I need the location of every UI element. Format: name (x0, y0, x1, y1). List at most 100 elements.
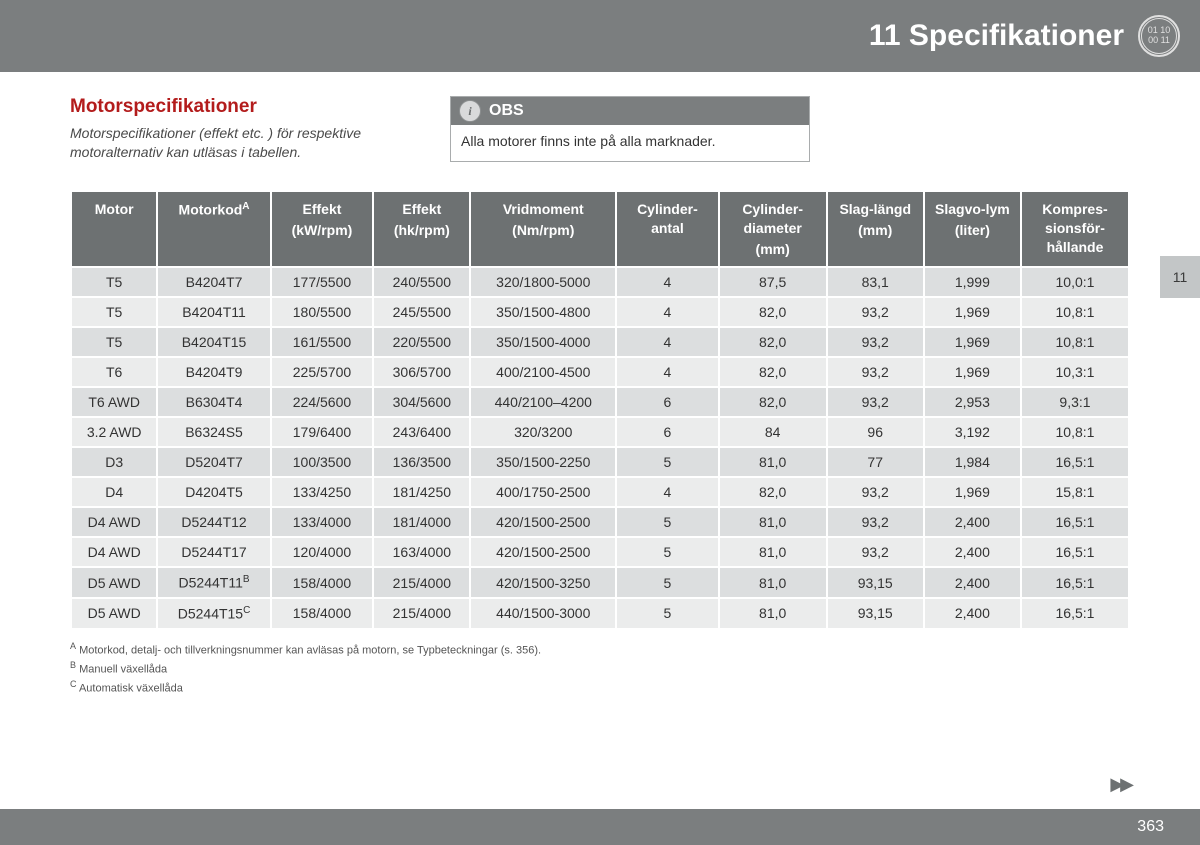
table-cell: 81,0 (719, 507, 827, 537)
table-row: T5B4204T15161/5500220/5500350/1500-40004… (71, 327, 1129, 357)
table-cell: D5 AWD (71, 567, 157, 598)
table-header-cell: Effekt(kW/rpm) (271, 191, 374, 268)
table-cell: B4204T9 (157, 357, 270, 387)
table-cell: D5204T7 (157, 447, 270, 477)
table-cell: 3,192 (924, 417, 1021, 447)
table-cell: 6 (616, 417, 719, 447)
table-cell: 1,969 (924, 297, 1021, 327)
table-cell: 161/5500 (271, 327, 374, 357)
table-cell: 179/6400 (271, 417, 374, 447)
table-cell: 5 (616, 567, 719, 598)
table-cell: 163/4000 (373, 537, 470, 567)
table-cell: 82,0 (719, 357, 827, 387)
table-cell: 2,400 (924, 567, 1021, 598)
table-cell: 81,0 (719, 567, 827, 598)
table-cell: 10,8:1 (1021, 297, 1129, 327)
side-tab: 11 (1160, 256, 1200, 298)
table-cell: 180/5500 (271, 297, 374, 327)
table-cell: 6 (616, 387, 719, 417)
table-row: T5B4204T7177/5500240/5500320/1800-500048… (71, 267, 1129, 297)
table-cell: 16,5:1 (1021, 567, 1129, 598)
obs-box: i OBS Alla motorer finns inte på alla ma… (450, 96, 810, 162)
table-cell: 16,5:1 (1021, 537, 1129, 567)
table-cell: 93,2 (827, 387, 924, 417)
chapter-header: 11 Specifikationer 01 10 00 11 (0, 0, 1200, 72)
table-cell: 158/4000 (271, 567, 374, 598)
table-cell: 82,0 (719, 327, 827, 357)
table-cell: 136/3500 (373, 447, 470, 477)
table-cell: 77 (827, 447, 924, 477)
table-cell: 181/4000 (373, 507, 470, 537)
table-cell: 1,969 (924, 357, 1021, 387)
table-cell: 93,2 (827, 477, 924, 507)
spec-table: MotorMotorkodAEffekt(kW/rpm)Effekt(hk/rp… (70, 190, 1130, 630)
footnote: C Automatisk växellåda (70, 678, 1130, 697)
spec-table-body: T5B4204T7177/5500240/5500320/1800-500048… (71, 267, 1129, 628)
table-row: D4 AWDD5244T17120/4000163/4000420/1500-2… (71, 537, 1129, 567)
table-cell: 2,400 (924, 507, 1021, 537)
obs-body: Alla motorer finns inte på alla marknade… (451, 125, 809, 157)
chapter-number: 11 (869, 19, 901, 52)
table-cell: 5 (616, 447, 719, 477)
table-cell: 93,15 (827, 567, 924, 598)
table-cell: 306/5700 (373, 357, 470, 387)
table-cell: D5244T12 (157, 507, 270, 537)
table-cell: 320/1800-5000 (470, 267, 616, 297)
table-cell: D4 AWD (71, 537, 157, 567)
chapter-title: 11 Specifikationer (869, 19, 1124, 53)
table-row: T6B4204T9225/5700306/5700400/2100-450048… (71, 357, 1129, 387)
table-cell: 87,5 (719, 267, 827, 297)
table-cell: 81,0 (719, 598, 827, 629)
table-cell: 4 (616, 297, 719, 327)
heading-block: Motorspecifikationer Motorspecifikatione… (70, 96, 410, 162)
table-cell: 133/4000 (271, 507, 374, 537)
table-cell: 1,999 (924, 267, 1021, 297)
section-description: Motorspecifikationer (effekt etc. ) för … (70, 124, 410, 162)
table-cell: B6324S5 (157, 417, 270, 447)
footnote: B Manuell växellåda (70, 659, 1130, 678)
table-cell: 215/4000 (373, 567, 470, 598)
table-row: D3D5204T7100/3500136/3500350/1500-225058… (71, 447, 1129, 477)
table-cell: 93,2 (827, 327, 924, 357)
table-cell: 220/5500 (373, 327, 470, 357)
table-cell: T6 AWD (71, 387, 157, 417)
table-cell: 304/5600 (373, 387, 470, 417)
header-badge: 01 10 00 11 (1138, 15, 1180, 57)
table-cell: 93,15 (827, 598, 924, 629)
table-cell: D5244T15C (157, 598, 270, 629)
table-cell: 350/1500-2250 (470, 447, 616, 477)
table-cell: 120/4000 (271, 537, 374, 567)
table-cell: 83,1 (827, 267, 924, 297)
footnote: A Motorkod, detalj- och tillverkningsnum… (70, 640, 1130, 659)
table-row: D5 AWDD5244T11B158/4000215/4000420/1500-… (71, 567, 1129, 598)
table-cell: B4204T15 (157, 327, 270, 357)
table-header-cell: Cylinder-antal (616, 191, 719, 268)
table-row: 3.2 AWDB6324S5179/6400243/6400320/320068… (71, 417, 1129, 447)
table-row: D4 AWDD5244T12133/4000181/4000420/1500-2… (71, 507, 1129, 537)
table-cell: 10,0:1 (1021, 267, 1129, 297)
table-cell: D4 (71, 477, 157, 507)
table-cell: 5 (616, 507, 719, 537)
table-cell: 1,969 (924, 327, 1021, 357)
table-cell: 240/5500 (373, 267, 470, 297)
table-cell: 400/1750-2500 (470, 477, 616, 507)
table-cell: 82,0 (719, 477, 827, 507)
table-cell: 158/4000 (271, 598, 374, 629)
table-cell: T5 (71, 297, 157, 327)
next-page-icon: ▶▶ (1110, 774, 1130, 795)
table-cell: 82,0 (719, 297, 827, 327)
obs-label: OBS (489, 102, 524, 120)
table-cell: 10,3:1 (1021, 357, 1129, 387)
table-cell: 16,5:1 (1021, 598, 1129, 629)
table-row: D5 AWDD5244T15C158/4000215/4000440/1500-… (71, 598, 1129, 629)
table-cell: B6304T4 (157, 387, 270, 417)
table-cell: 420/1500-2500 (470, 507, 616, 537)
table-cell: 10,8:1 (1021, 417, 1129, 447)
table-header-cell: Effekt(hk/rpm) (373, 191, 470, 268)
table-cell: 440/1500-3000 (470, 598, 616, 629)
table-header-cell: Slag-längd(mm) (827, 191, 924, 268)
table-cell: 181/4250 (373, 477, 470, 507)
table-cell: 9,3:1 (1021, 387, 1129, 417)
table-cell: 400/2100-4500 (470, 357, 616, 387)
table-cell: 350/1500-4000 (470, 327, 616, 357)
